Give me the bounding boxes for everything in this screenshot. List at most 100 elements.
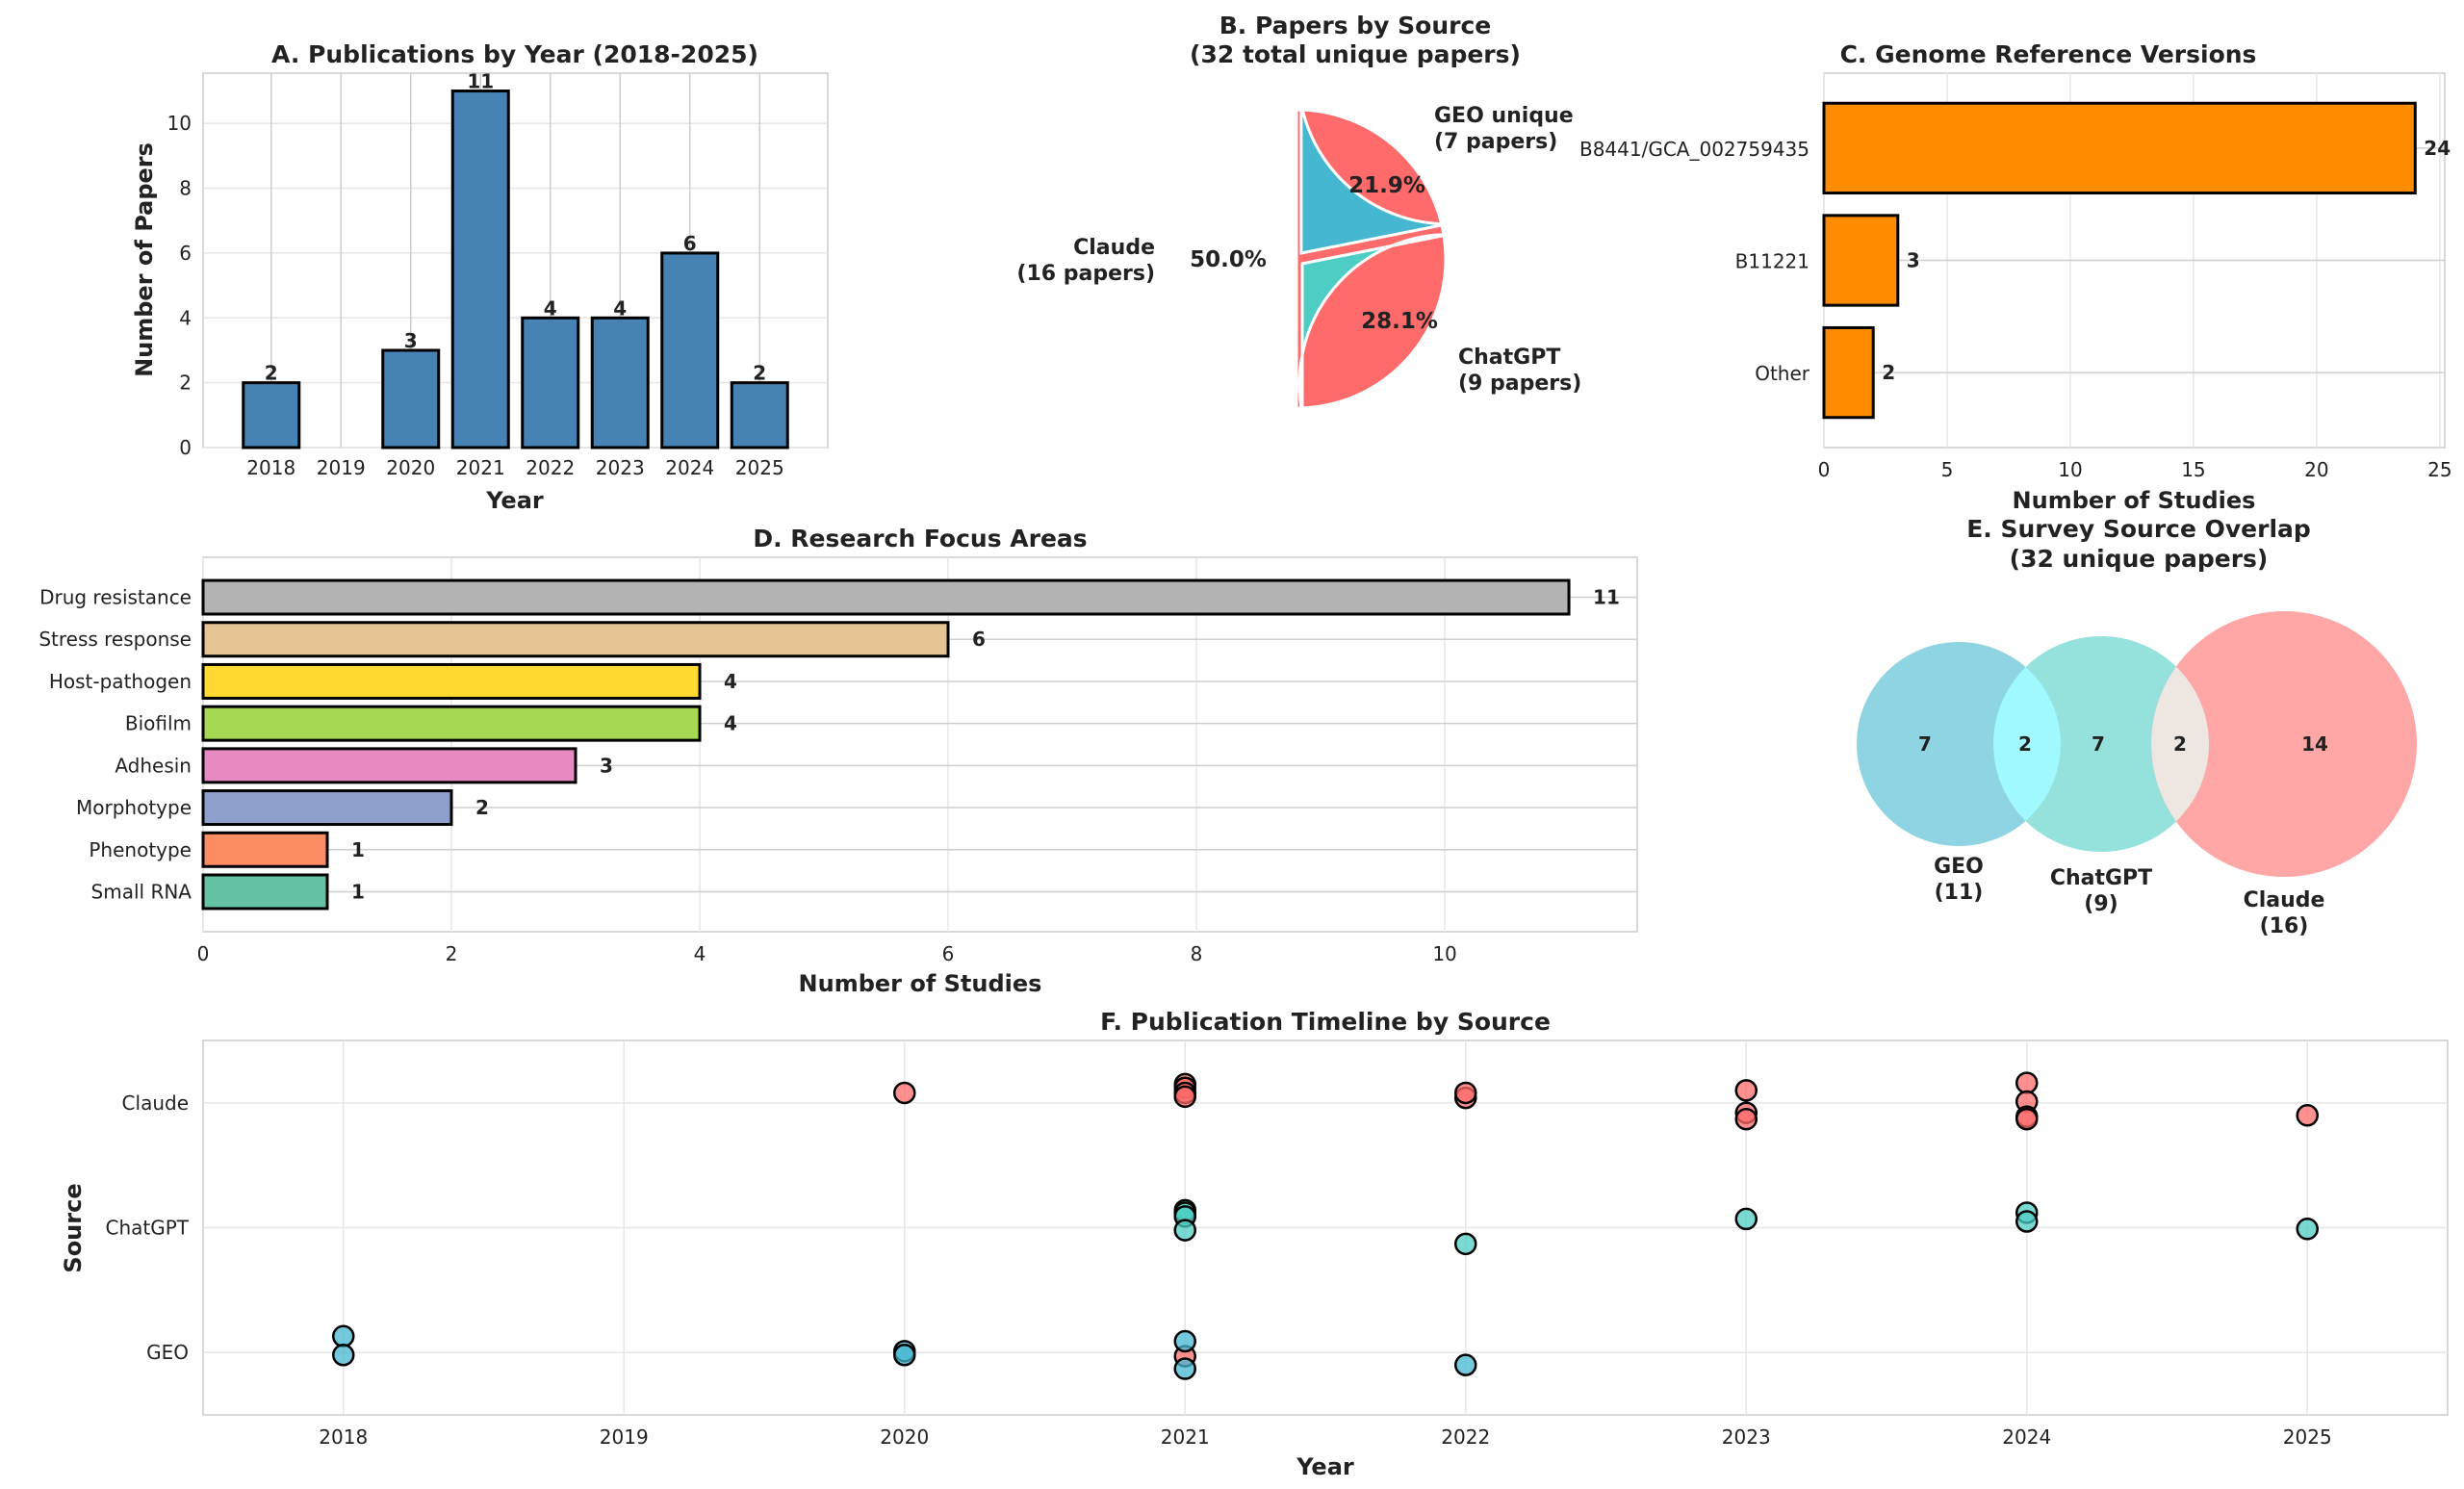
panel-a-bar-2022 xyxy=(521,316,580,449)
pie-label-geo: GEO unique xyxy=(1434,104,1574,128)
panel-d-x-tick-label: 10 xyxy=(1432,942,1456,965)
panel-a-y-tick-label: 6 xyxy=(179,242,192,265)
panel-d-data-label: 1 xyxy=(351,838,365,861)
panel-f-x-tick-label: 2019 xyxy=(600,1425,649,1449)
panel-d-y-tick-label: Phenotype xyxy=(89,838,192,861)
panel-f-y-tick-label: GEO xyxy=(146,1341,189,1364)
panel-a-bars: 2 3 11 4 4 6 2 xyxy=(242,70,789,449)
panel-f-x-tick-label: 2023 xyxy=(1722,1425,1771,1449)
panel-f-point-geo xyxy=(1173,1329,1196,1353)
panel-d-x-tick-label: 4 xyxy=(694,942,706,965)
panel-b-title: B. Papers by Source xyxy=(1219,12,1492,39)
panel-f-point-geo xyxy=(332,1344,355,1367)
panel-c-x-tick-label: 20 xyxy=(2304,458,2328,481)
panel-d-bar-stress-response xyxy=(201,621,950,658)
panel-f-y-tick-label: Claude xyxy=(122,1091,189,1115)
panel-d-bar-biofilm xyxy=(201,705,702,742)
venn-circle-chatgpt xyxy=(1993,636,2209,852)
panel-f-points xyxy=(332,1071,2319,1380)
panel-f-point-geo xyxy=(332,1324,355,1348)
panel-c-x-tick-label: 15 xyxy=(2181,458,2205,481)
panel-d-ticks: 0 2 4 6 8 10 Drug resistance Stress response Hos… xyxy=(38,586,1456,965)
panel-c-y-tick-label: B11221 xyxy=(1735,250,1810,273)
panel-a-x-tick-label: 2022 xyxy=(526,456,575,479)
panel-a-x-tick-label: 2023 xyxy=(596,456,645,479)
panel-a-data-label: 11 xyxy=(467,70,494,93)
panel-f-point-claude xyxy=(1734,1107,1758,1131)
panel-d-y-tick-label: Adhesin xyxy=(115,754,192,777)
panel-c-data-label: 24 xyxy=(2424,137,2451,160)
panel-a-x-tick-label: 2018 xyxy=(246,456,295,479)
panel-e-title: E. Survey Source Overlap xyxy=(1966,515,2311,543)
panel-a-data-label: 2 xyxy=(753,362,766,385)
panel-d-data-label: 4 xyxy=(724,670,737,693)
panel-f-point-claude xyxy=(1734,1079,1758,1102)
panel-f-ticks: 2018 2019 2020 2021 2022 2023 2024 2025 GEO ChatG… xyxy=(105,1091,2331,1449)
pie-slice-chatgpt xyxy=(1297,233,1450,414)
panel-a-data-label: 4 xyxy=(613,296,627,320)
panel-c-bar-other xyxy=(1822,325,1875,420)
panel-d-bar-drug-resistance xyxy=(201,578,1571,616)
venn-count-chatgpt-claude: 2 xyxy=(2173,732,2187,756)
panel-b-subtitle: (32 total unique papers) xyxy=(1190,40,1521,68)
panel-f-point-chatgpt xyxy=(1734,1207,1758,1231)
panel-b-papers-by-source: B. Papers by Source (32 total unique pap… xyxy=(1016,12,1581,414)
panel-f-x-tick-label: 2021 xyxy=(1161,1425,1210,1449)
panel-a-bar-2025 xyxy=(730,381,789,449)
panel-c-x-tick-label: 0 xyxy=(1818,458,1831,481)
panel-c-data-label: 3 xyxy=(1907,249,1920,272)
panel-e-subtitle: (32 unique papers) xyxy=(2010,545,2269,573)
panel-c-ticks: 0 5 10 15 20 25 B8441/GCA_002759435 B11221 Other xyxy=(1579,138,2452,481)
panel-b-pie-slices xyxy=(1295,103,1450,414)
panel-d-bar-phenotype xyxy=(201,831,329,868)
panel-a-x-axis-label: Year xyxy=(485,487,544,514)
pie-label-chatgpt-count: (9 papers) xyxy=(1458,372,1581,396)
pie-slice-geo-unique xyxy=(1299,103,1449,255)
panel-d-data-label: 11 xyxy=(1593,586,1620,609)
panel-f-x-tick-label: 2025 xyxy=(2283,1425,2332,1449)
venn-set-count-claude: (16) xyxy=(2260,914,2309,938)
panel-c-bar-b8441-gca-002759435 xyxy=(1822,101,2417,195)
panel-f-point-claude xyxy=(2015,1071,2039,1094)
panel-f-point-chatgpt xyxy=(1173,1219,1196,1242)
panel-c-y-tick-label: B8441/GCA_002759435 xyxy=(1579,138,1810,161)
panel-a-x-tick-label: 2021 xyxy=(456,456,505,479)
panel-d-y-tick-label: Stress response xyxy=(38,628,192,651)
panel-a-bar-2018 xyxy=(242,381,301,449)
panel-c-genome-reference-versions: 24 3 2 0 5 10 15 20 25 B8441/GCA_002759435 B11221… xyxy=(1579,40,2452,514)
panel-c-x-tick-label: 10 xyxy=(2058,458,2082,481)
panel-d-x-tick-label: 0 xyxy=(197,942,210,965)
panel-f-point-chatgpt xyxy=(2296,1218,2319,1241)
panel-a-data-label: 3 xyxy=(404,329,418,352)
panel-c-x-tick-label: 25 xyxy=(2427,458,2451,481)
panel-f-point-chatgpt xyxy=(2015,1210,2039,1233)
venn-set-count-chatgpt: (9) xyxy=(2084,892,2118,916)
panel-f-x-tick-label: 2018 xyxy=(319,1425,368,1449)
panel-c-data-label: 2 xyxy=(1882,361,1895,384)
panel-a-y-tick-label: 4 xyxy=(179,306,192,329)
venn-set-name-chatgpt: ChatGPT xyxy=(2050,866,2152,890)
panel-c-x-tick-label: 5 xyxy=(1941,458,1954,481)
panel-b-slice-labels: Claude (16 papers) 50.0% ChatGPT (9 pape… xyxy=(1016,104,1581,396)
panel-f-x-tick-label: 2022 xyxy=(1441,1425,1490,1449)
panel-f-x-tick-label: 2024 xyxy=(2002,1425,2051,1449)
panel-f-point-claude xyxy=(1173,1085,1196,1109)
panel-a-y-tick-label: 0 xyxy=(179,436,192,459)
panel-f-point-claude xyxy=(2015,1107,2039,1131)
pie-pct-chatgpt: 28.1% xyxy=(1361,309,1438,334)
panel-f-publication-timeline: 2018 2019 2020 2021 2022 2023 2024 2025 GEO ChatG… xyxy=(60,1008,2449,1480)
pie-label-geo-count: (7 papers) xyxy=(1434,130,1557,154)
panel-d-data-label: 1 xyxy=(351,880,365,903)
panel-f-y-tick-label: ChatGPT xyxy=(105,1217,189,1240)
panel-d-bar-morphotype xyxy=(201,789,453,827)
venn-count-chatgpt-only: 7 xyxy=(2092,732,2105,756)
panel-a-y-axis-label: Number of Papers xyxy=(131,142,158,377)
panel-d-x-tick-label: 6 xyxy=(942,942,955,965)
panel-d-plot-frame xyxy=(202,556,1638,933)
panel-a-bar-2021 xyxy=(450,90,510,449)
panel-a-publications-by-year: 2 3 11 4 4 6 2 0 2 4 6 8 10 2018 2019 2020 2021 2022 2023… xyxy=(131,40,829,514)
panel-a-plot-frame xyxy=(202,72,829,449)
venn-set-name-geo: GEO xyxy=(1934,855,1984,879)
